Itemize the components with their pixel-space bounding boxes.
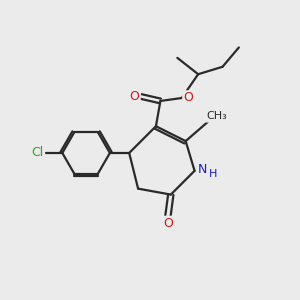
Text: CH₃: CH₃ [206,111,227,122]
Text: H: H [209,169,217,179]
Text: O: O [130,90,140,103]
Text: O: O [163,217,173,230]
Text: Cl: Cl [32,146,44,160]
Text: O: O [183,92,193,104]
Text: N: N [198,163,208,176]
